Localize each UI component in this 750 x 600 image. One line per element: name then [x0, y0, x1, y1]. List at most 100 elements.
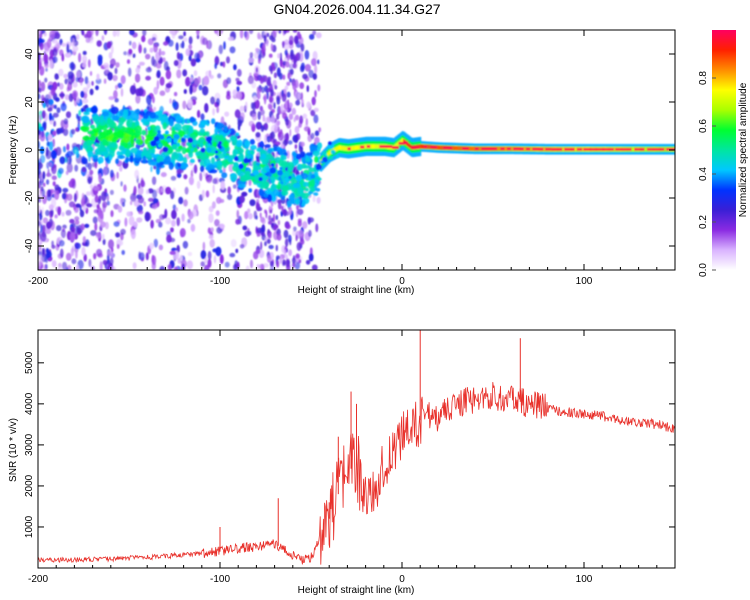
- heatmap-band-cell: [169, 162, 174, 170]
- heatmap-noise-cell: [200, 113, 204, 120]
- heatmap-band-cell: [238, 184, 246, 188]
- heatmap-noise-cell: [274, 225, 277, 231]
- heatmap-noise-cell: [130, 85, 136, 95]
- heatmap-noise-cell: [288, 140, 293, 144]
- heatmap-peak-cell: [532, 148, 539, 151]
- colorbar-tick-label: 0.0: [698, 263, 709, 277]
- heatmap-noise-cell: [154, 239, 158, 248]
- heatmap-noise-cell: [287, 72, 290, 79]
- heatmap-band-cell: [189, 118, 196, 122]
- heatmap-band-cell: [125, 149, 130, 157]
- heatmap-noise-cell: [316, 32, 322, 38]
- heatmap-noise-cell: [280, 53, 282, 62]
- spectrogram-y-label: Frequency (Hz): [8, 116, 19, 185]
- heatmap-hot-cell: [277, 170, 283, 176]
- heatmap-noise-cell: [256, 215, 258, 219]
- heatmap-noise-cell: [161, 172, 167, 177]
- heatmap-noise-cell: [71, 258, 76, 264]
- heatmap-band-cell: [101, 151, 108, 155]
- heatmap-band-cell: [169, 118, 174, 126]
- heatmap-noise-cell: [290, 69, 294, 75]
- heatmap-noise-cell: [293, 56, 297, 64]
- heatmap-band-cell: [214, 142, 218, 148]
- heatmap-noise-cell: [152, 176, 156, 185]
- heatmap-noise-cell: [184, 89, 187, 94]
- heatmap-noise-cell: [311, 58, 317, 66]
- heatmap-noise-cell: [266, 33, 269, 37]
- heatmap-noise-cell: [81, 108, 84, 112]
- heatmap-noise-cell: [194, 164, 198, 173]
- heatmap-band-cell: [306, 158, 311, 163]
- heatmap-noise-cell: [66, 111, 71, 118]
- heatmap-noise-cell: [42, 123, 45, 128]
- heatmap-peak-cell: [347, 147, 351, 150]
- heatmap-noise-cell: [165, 217, 171, 224]
- heatmap-band-cell: [109, 120, 115, 128]
- heatmap-noise-cell: [274, 72, 277, 78]
- heatmap-noise-cell: [40, 224, 43, 233]
- heatmap-noise-cell: [187, 99, 193, 109]
- heatmap-noise-cell: [43, 54, 48, 63]
- heatmap-noise-cell: [237, 69, 242, 77]
- heatmap-noise-cell: [180, 231, 183, 238]
- heatmap-noise-cell: [226, 56, 230, 63]
- heatmap-peak-cell: [640, 148, 644, 151]
- heatmap-noise-cell: [223, 61, 226, 67]
- heatmap-noise-cell: [72, 246, 75, 253]
- heatmap-noise-cell: [150, 220, 154, 229]
- heatmap-noise-cell: [93, 253, 96, 259]
- heatmap-band-cell: [264, 144, 271, 148]
- heatmap-noise-cell: [235, 109, 241, 118]
- heatmap-noise-cell: [176, 217, 180, 226]
- heatmap-noise-cell: [118, 206, 122, 213]
- heatmap-noise-cell: [277, 53, 280, 58]
- colorbar-tick-label: 0.8: [698, 71, 709, 85]
- heatmap-noise-cell: [227, 91, 231, 97]
- heatmap-noise-cell: [78, 110, 81, 116]
- heatmap-band-cell: [306, 152, 313, 156]
- heatmap-noise-cell: [235, 249, 238, 253]
- heatmap-band-cell: [292, 151, 297, 157]
- heatmap-noise-cell: [45, 254, 48, 263]
- heatmap-noise-cell: [277, 234, 282, 241]
- heatmap-noise-cell: [47, 39, 52, 48]
- heatmap-noise-cell: [141, 35, 145, 42]
- heatmap-noise-cell: [299, 230, 303, 237]
- heatmap-noise-cell: [122, 202, 125, 207]
- heatmap-noise-cell: [276, 245, 278, 252]
- heatmap-noise-cell: [152, 255, 156, 265]
- heatmap-noise-cell: [303, 114, 307, 119]
- heatmap-noise-cell: [268, 245, 273, 249]
- heatmap-band-cell: [87, 131, 94, 135]
- heatmap-hot-cell: [271, 163, 275, 167]
- heatmap-hot-cell: [259, 177, 263, 181]
- heatmap-hot-cell: [158, 143, 162, 147]
- heatmap-noise-cell: [273, 214, 275, 223]
- heatmap-noise-cell: [235, 219, 240, 225]
- heatmap-noise-cell: [102, 234, 105, 240]
- heatmap-noise-cell: [278, 202, 282, 209]
- heatmap-noise-cell: [276, 260, 279, 268]
- heatmap-noise-cell: [51, 86, 56, 96]
- heatmap-noise-cell: [66, 194, 72, 201]
- heatmap-noise-cell: [110, 258, 114, 266]
- heatmap-band-cell: [316, 188, 321, 192]
- heatmap-peak-cell: [577, 148, 583, 151]
- heatmap-noise-cell: [166, 70, 172, 79]
- heatmap-noise-cell: [56, 42, 59, 50]
- colorbar: 0.00.20.40.60.8 Normalized spectral ampl…: [698, 30, 749, 277]
- heatmap-noise-cell: [61, 103, 67, 112]
- heatmap-band-cell: [165, 156, 171, 164]
- heatmap-noise-cell: [85, 76, 89, 84]
- heatmap-noise-cell: [188, 211, 193, 219]
- heatmap-noise-cell: [314, 65, 317, 74]
- heatmap-band-cell: [214, 127, 218, 135]
- heatmap-band-cell: [188, 128, 193, 134]
- heatmap-peak-cell: [558, 148, 563, 151]
- heatmap-noise-cell: [240, 244, 245, 249]
- heatmap-noise-cell: [264, 96, 266, 105]
- heatmap-noise-cell: [144, 47, 147, 53]
- heatmap-noise-cell: [263, 43, 266, 49]
- heatmap-noise-cell: [186, 48, 190, 56]
- figure: GN04.2026.004.11.34.G27 -200 -100 0 100 -40…: [0, 0, 750, 600]
